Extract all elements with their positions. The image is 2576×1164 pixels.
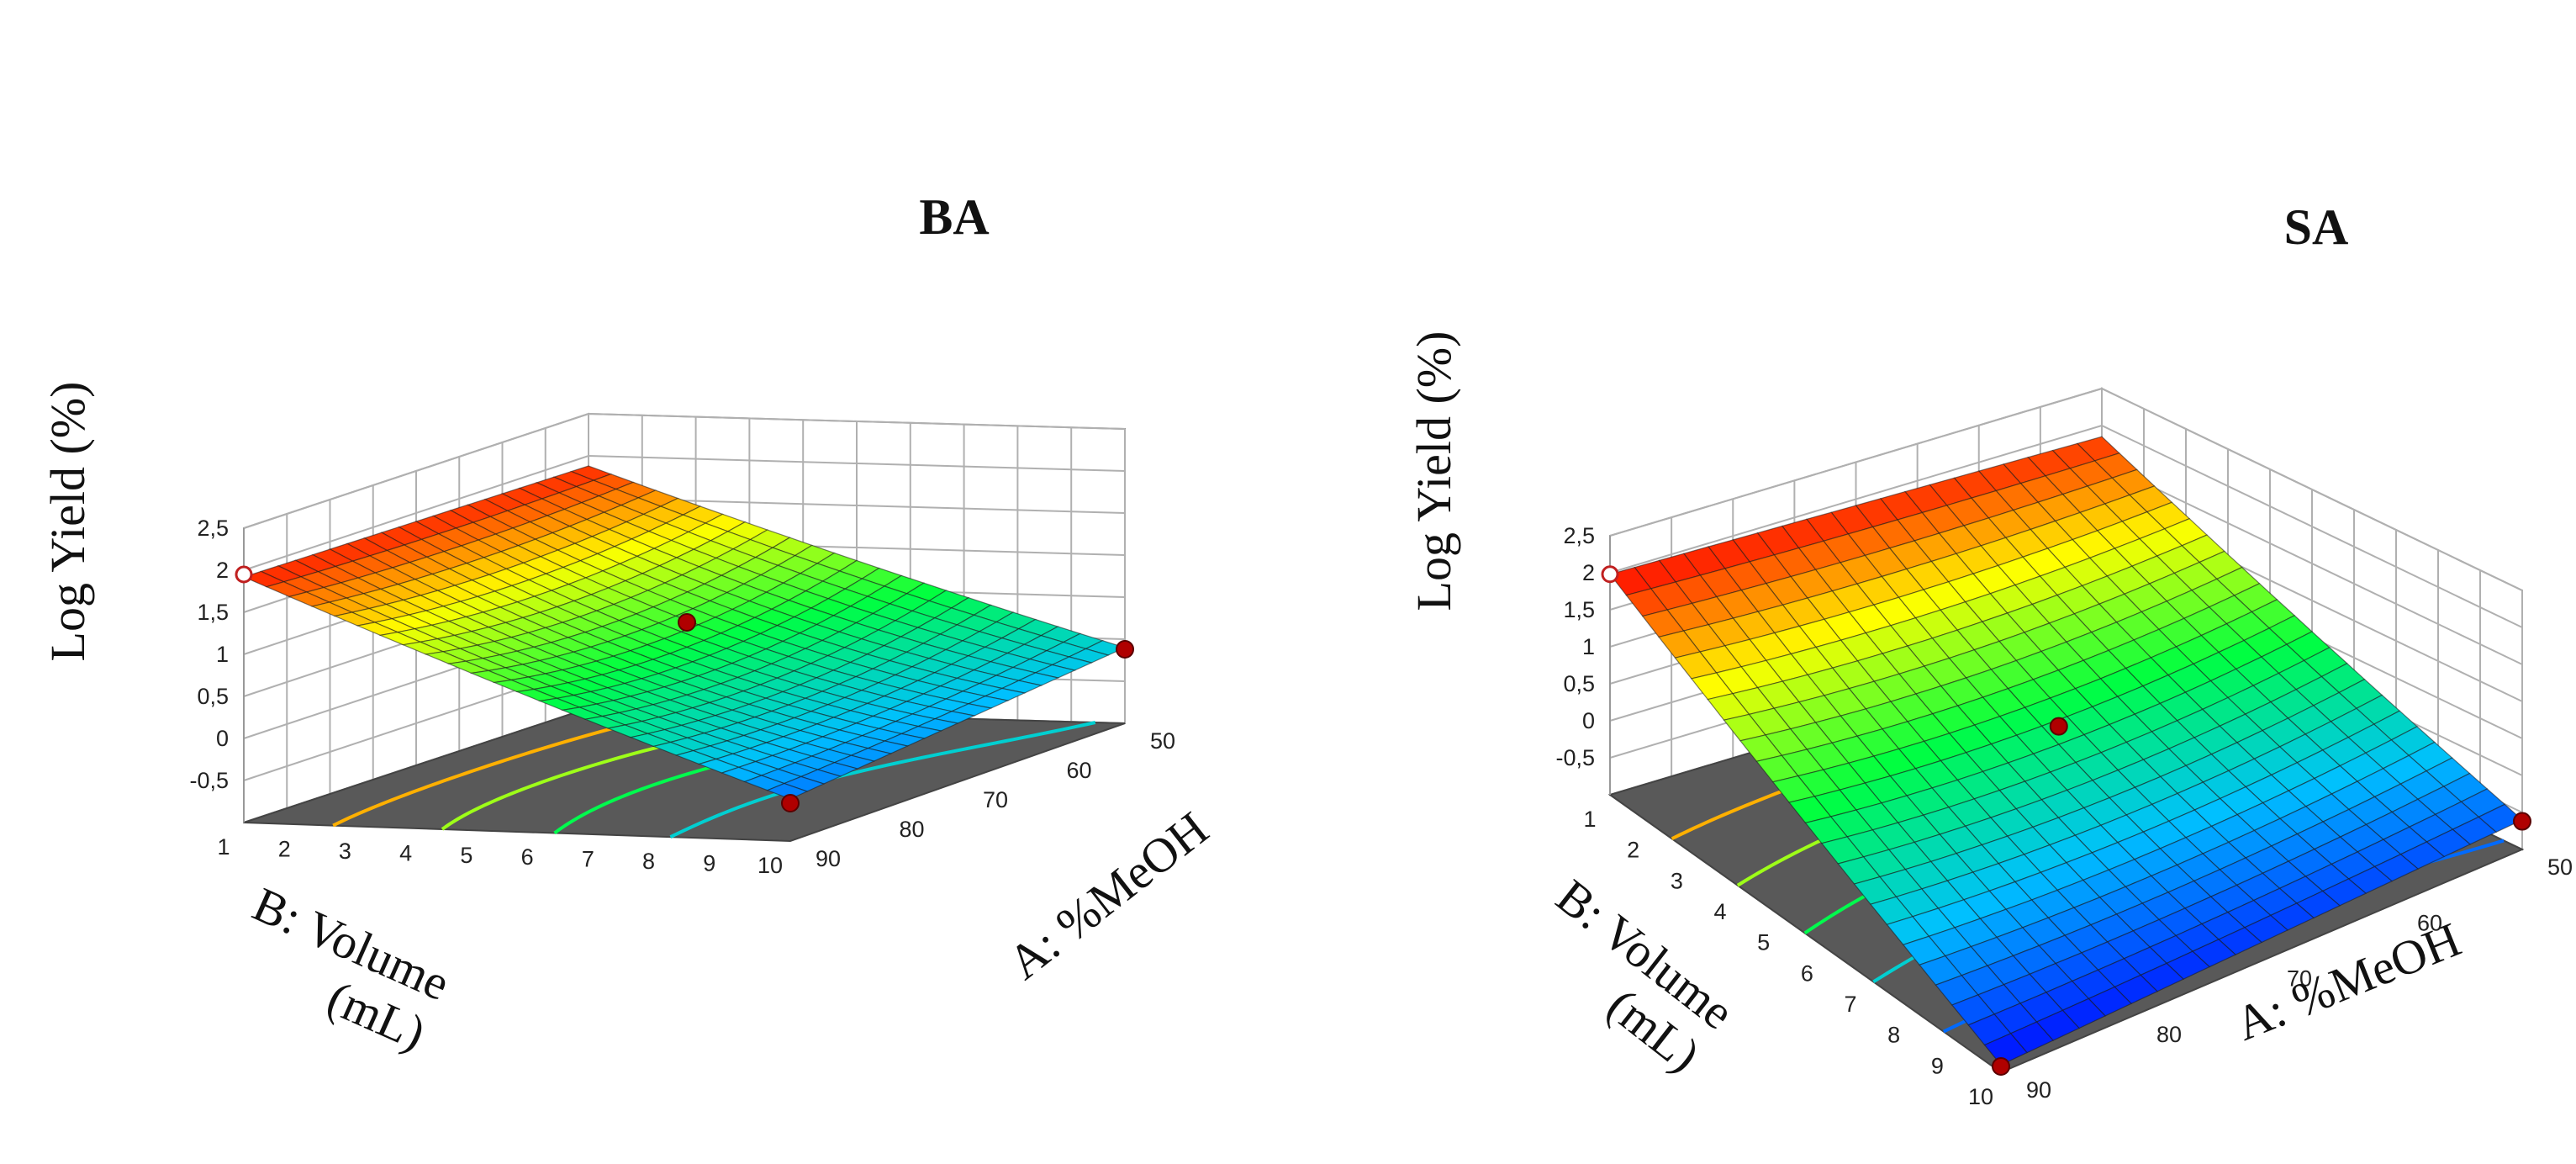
design-point — [2513, 812, 2531, 831]
design-point — [2049, 717, 2068, 736]
y-tick-label: 6 — [521, 844, 534, 870]
ba-chart-panel: -0,5 0 0,5 1 1,5 2 2,5 1 2 3 4 5 6 7 8 9 10 50 60 70 80 90 BA L… — [40, 189, 1218, 1061]
y-tick-label: 6 — [1801, 960, 1813, 986]
contour-line — [332, 709, 685, 828]
x-tick-label: 80 — [2156, 1022, 2182, 1047]
z-tick-label: 1 — [216, 642, 229, 667]
z-tick-label: 2,5 — [1563, 523, 1595, 548]
y-tick-label: 1 — [217, 834, 230, 860]
surface-cell — [1983, 1033, 2028, 1066]
z-tick-label: 2 — [1582, 560, 1595, 585]
z-tick-label: -0,5 — [189, 768, 229, 793]
wall-gridline — [243, 412, 1126, 529]
response-surface — [1608, 436, 2524, 1066]
z-tick-label: 0 — [216, 726, 229, 751]
y-tick-label: 3 — [1671, 868, 1683, 893]
x-tick-label: 70 — [2287, 966, 2312, 992]
design-point — [1601, 565, 1619, 584]
y-tick-label: 5 — [460, 843, 472, 868]
wall-gridline — [243, 454, 1126, 571]
x-tick-label: 80 — [900, 817, 925, 842]
x-tick-label: 70 — [983, 787, 1008, 812]
z-axis-label: Log Yield (%) — [1407, 331, 1461, 611]
y-tick-label: 7 — [582, 847, 594, 872]
z-tick-label: 1 — [1582, 634, 1595, 659]
y-tick-label: 2 — [1627, 838, 1639, 863]
y-tick-label: 7 — [1844, 992, 1856, 1017]
sa-chart-panel: -0,5 0 0,5 1 1,5 2 2,5 1 2 3 4 5 6 7 8 9 10 50 60 70 80 90 SA L… — [1407, 199, 2573, 1109]
z-tick-label: 0,5 — [197, 684, 229, 709]
x-tick-label: 90 — [816, 846, 841, 871]
y-tick-label: 9 — [1931, 1053, 1944, 1078]
y-tick-label: 8 — [642, 849, 655, 874]
z-axis-label: Log Yield (%) — [40, 382, 95, 662]
y-tick-label: 5 — [1757, 930, 1770, 955]
design-point — [235, 565, 253, 584]
x-tick-label: 90 — [2026, 1077, 2051, 1103]
design-point — [1992, 1056, 2010, 1076]
wall-gridline — [1609, 424, 2523, 628]
wall-gridline — [1609, 387, 2523, 591]
z-tick-label: -0,5 — [1555, 745, 1595, 770]
x-tick-label: 50 — [1150, 728, 1175, 754]
y-tick-label: 4 — [399, 840, 412, 865]
design-point — [1116, 640, 1134, 659]
y-tick-label: 2 — [278, 836, 291, 861]
y-tick-label: 10 — [757, 853, 783, 878]
response-surface — [242, 465, 1127, 800]
y-tick-label: 10 — [1968, 1084, 1993, 1109]
x-axis-label: A: %MeOH — [998, 801, 1218, 990]
design-point — [781, 794, 800, 812]
z-tick-label: 2,5 — [197, 516, 229, 541]
y-tick-label: 4 — [1713, 899, 1726, 924]
surface-cell — [766, 782, 809, 800]
z-tick-label: 2 — [216, 558, 229, 583]
x-tick-label: 60 — [2417, 910, 2442, 935]
design-point — [678, 613, 696, 632]
chart-title: SA — [2284, 199, 2349, 255]
chart-title: BA — [919, 189, 989, 245]
z-tick-label: 0 — [1582, 708, 1595, 733]
z-tick-label: 1,5 — [1563, 597, 1595, 622]
y-tick-label: 8 — [1887, 1023, 1900, 1048]
z-tick-label: 1,5 — [197, 600, 229, 625]
x-tick-label: 50 — [2547, 854, 2573, 880]
y-tick-label: 3 — [339, 839, 351, 864]
z-tick-label: 0,5 — [1563, 671, 1595, 696]
x-tick-label: 60 — [1067, 758, 1092, 783]
y-tick-label: 9 — [703, 851, 715, 876]
y-tick-label: 1 — [1583, 807, 1596, 832]
